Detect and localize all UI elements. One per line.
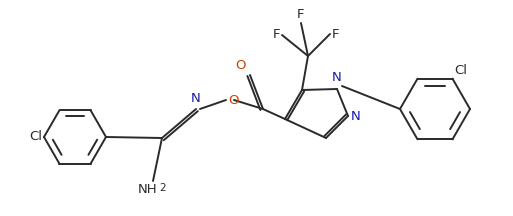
Text: O: O <box>235 59 246 72</box>
Text: NH: NH <box>138 183 158 196</box>
Text: F: F <box>297 8 305 21</box>
Text: N: N <box>332 71 342 84</box>
Text: N: N <box>351 110 361 122</box>
Text: F: F <box>332 27 340 41</box>
Text: F: F <box>272 29 280 41</box>
Text: 2: 2 <box>159 183 166 193</box>
Text: Cl: Cl <box>455 64 467 77</box>
Text: N: N <box>191 92 201 105</box>
Text: Cl: Cl <box>29 130 42 143</box>
Text: O: O <box>228 94 239 106</box>
